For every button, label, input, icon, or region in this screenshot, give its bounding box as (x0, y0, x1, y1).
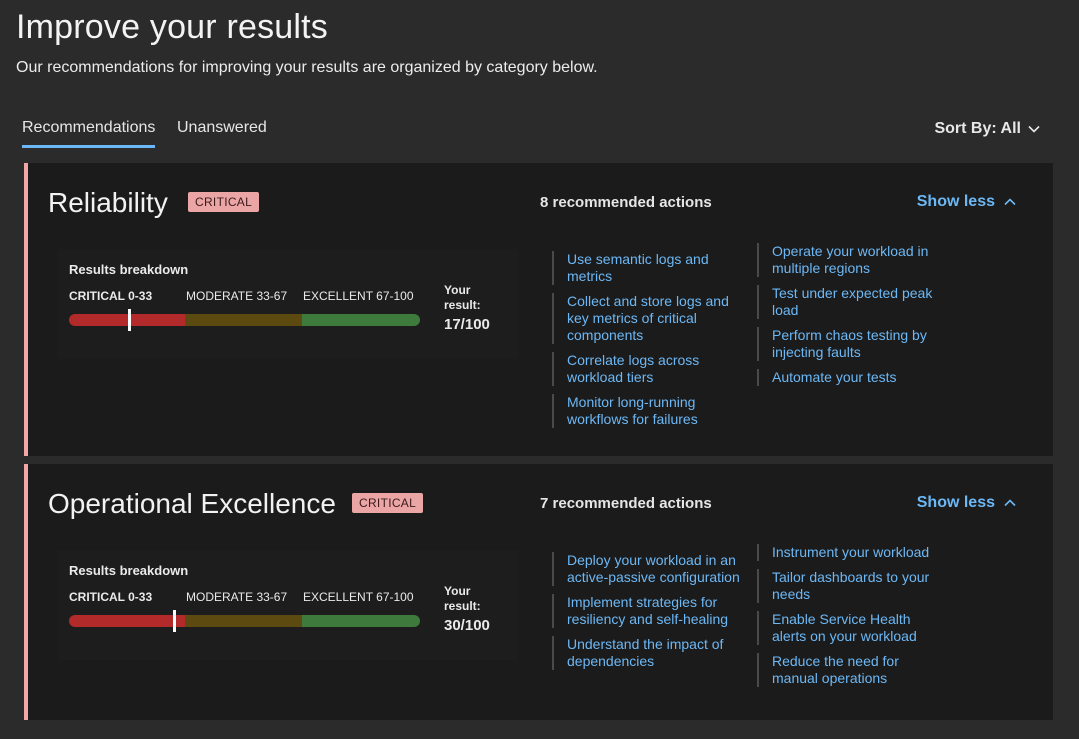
your-result-value: 30/100 (444, 617, 490, 634)
action-link[interactable]: Correlate logs across workload tiers (552, 352, 742, 386)
action-link[interactable]: Instrument your workload (757, 544, 947, 561)
sort-label: Sort By: All (934, 120, 1021, 137)
tab-recommendations[interactable]: Recommendations (22, 119, 156, 148)
actions-column-left: Deploy your workload in an active-passiv… (552, 552, 742, 678)
critical-range-label: CRITICAL 0-33 (69, 289, 153, 303)
excellent-segment (302, 615, 420, 627)
show-less-button[interactable]: Show less (917, 494, 1017, 512)
action-link[interactable]: Deploy your workload in an active-passiv… (552, 552, 742, 586)
chevron-up-icon (1004, 499, 1016, 507)
score-bar (69, 615, 420, 627)
action-link[interactable]: Perform chaos testing by injecting fault… (757, 327, 947, 361)
show-less-button[interactable]: Show less (917, 193, 1017, 211)
your-result-value: 17/100 (444, 316, 490, 333)
action-link[interactable]: Understand the impact of dependencies (552, 636, 742, 670)
category-title: Operational Excellence (48, 488, 336, 519)
moderate-range-label: MODERATE 33-67 (186, 590, 288, 604)
action-link[interactable]: Reduce the need for manual operations (757, 653, 947, 687)
show-less-label: Show less (916, 494, 995, 511)
chevron-down-icon (1028, 125, 1040, 133)
status-badge: CRITICAL (352, 493, 424, 513)
score-marker (127, 309, 131, 331)
action-link[interactable]: Test under expected peak load (757, 285, 947, 319)
breakdown-title: Results breakdown (69, 563, 189, 578)
page-title: Improve your results (16, 8, 328, 46)
actions-count: 8 recommended actions (540, 194, 712, 211)
critical-range-label: CRITICAL 0-33 (69, 590, 153, 604)
action-link[interactable]: Operate your workload in multiple region… (757, 243, 947, 277)
results-breakdown: Results breakdown CRITICAL 0-33 MODERATE… (58, 550, 518, 660)
critical-segment (69, 615, 185, 627)
moderate-range-label: MODERATE 33-67 (186, 289, 288, 303)
critical-segment (69, 314, 185, 326)
action-link[interactable]: Monitor long-running workflows for failu… (552, 394, 742, 428)
chevron-up-icon (1004, 198, 1016, 206)
excellent-range-label: EXCELLENT 67-100 (303, 289, 414, 303)
status-badge: CRITICAL (188, 192, 260, 212)
results-breakdown: Results breakdown CRITICAL 0-33 MODERATE… (58, 249, 518, 359)
breakdown-title: Results breakdown (69, 262, 189, 277)
sort-dropdown[interactable]: Sort By: All (934, 120, 1041, 138)
actions-column-right: Operate your workload in multiple region… (757, 243, 947, 394)
action-link[interactable]: Implement strategies for resiliency and … (552, 594, 742, 628)
excellent-segment (302, 314, 420, 326)
actions-column-right: Instrument your workload Tailor dashboar… (757, 544, 947, 695)
your-result-label: Your result: (444, 584, 481, 613)
category-title: Reliability (48, 187, 168, 218)
action-link[interactable]: Automate your tests (757, 369, 947, 386)
action-link[interactable]: Use semantic logs and metrics (552, 251, 742, 285)
category-card-operational-excellence: Operational Excellence CRITICAL 7 recomm… (24, 464, 1053, 720)
action-link[interactable]: Collect and store logs and key metrics o… (552, 293, 742, 344)
action-link[interactable]: Enable Service Health alerts on your wor… (757, 611, 947, 645)
actions-count: 7 recommended actions (540, 495, 712, 512)
score-marker (173, 610, 177, 632)
actions-column-left: Use semantic logs and metrics Collect an… (552, 251, 742, 436)
moderate-segment (185, 314, 302, 326)
excellent-range-label: EXCELLENT 67-100 (303, 590, 414, 604)
action-link[interactable]: Tailor dashboards to your needs (757, 569, 947, 603)
your-result-label: Your result: (444, 283, 481, 312)
moderate-segment (185, 615, 302, 627)
category-card-reliability: Reliability CRITICAL 8 recommended actio… (24, 163, 1053, 456)
score-bar (69, 314, 420, 326)
page-subtitle: Our recommendations for improving your r… (16, 59, 598, 76)
show-less-label: Show less (916, 193, 995, 210)
tab-unanswered[interactable]: Unanswered (177, 119, 267, 136)
